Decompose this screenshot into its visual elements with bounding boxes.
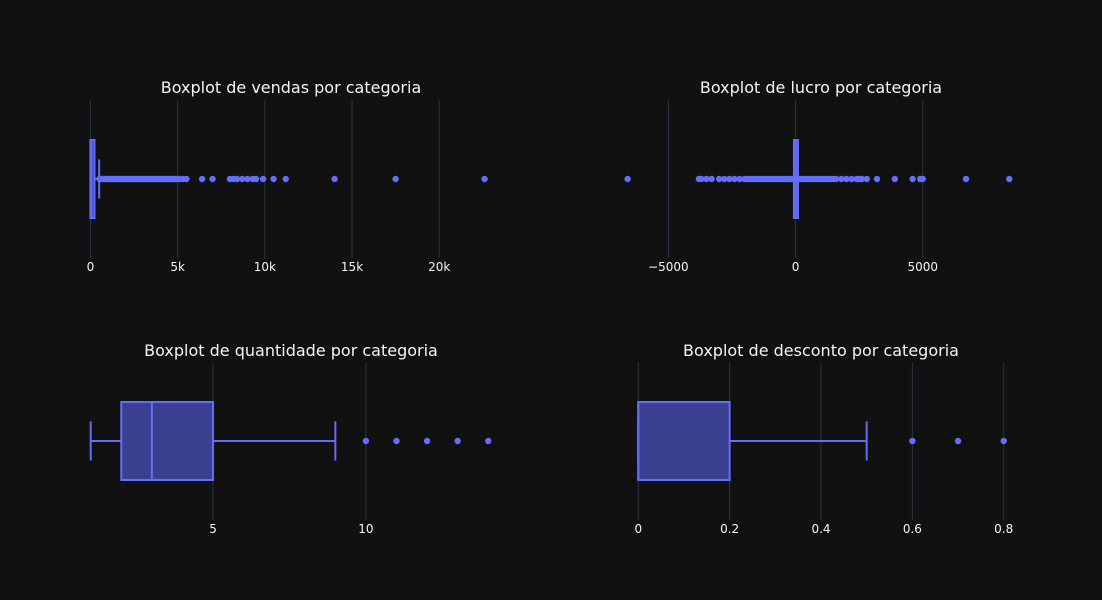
x-tick-label: −5000 xyxy=(648,260,689,274)
outlier-point xyxy=(731,175,738,183)
x-tick-label: 0 xyxy=(792,260,800,274)
outlier-point xyxy=(454,437,461,445)
outlier-point xyxy=(954,437,962,445)
outlier-point xyxy=(962,175,970,183)
outlier-point xyxy=(392,175,399,183)
subplot-title: Boxplot de lucro por categoria xyxy=(700,78,942,97)
outlier-point xyxy=(919,175,926,183)
outlier-point xyxy=(252,175,260,183)
outlier-point xyxy=(331,175,338,183)
subplot-title: Boxplot de quantidade por categoria xyxy=(144,341,438,360)
subplot-title: Boxplot de vendas por categoria xyxy=(161,78,422,97)
outlier-point xyxy=(708,175,715,183)
x-tick-label: 0 xyxy=(87,260,95,274)
outlier-point xyxy=(244,175,251,183)
outlier-point xyxy=(909,437,916,445)
subplot-2: −5000 0 5000 Boxplot de lucro por categoria xyxy=(624,78,1013,274)
x-tick-label: 5000 xyxy=(907,260,938,274)
x-tick-label: 0.6 xyxy=(903,522,922,536)
outlier-point xyxy=(703,175,710,183)
outlier-point xyxy=(833,175,840,183)
outlier-point xyxy=(183,175,190,183)
subplot-4: 0 0.2 0.4 0.6 0.8 Boxplot de desconto por cat… xyxy=(634,341,1013,536)
iqr-box xyxy=(637,401,731,481)
x-tick-label: 5k xyxy=(170,260,185,274)
outlier-point xyxy=(423,437,431,445)
outlier-point xyxy=(393,437,400,445)
outlier-point xyxy=(1006,175,1013,183)
outlier-point xyxy=(485,437,492,445)
outlier-point xyxy=(282,175,289,183)
outlier-point xyxy=(843,175,850,183)
iqr-box xyxy=(120,401,215,481)
outlier-point xyxy=(698,175,705,183)
x-tick-label: 5 xyxy=(209,522,217,536)
outlier-point xyxy=(863,175,870,183)
subplot-title: Boxplot de desconto por categoria xyxy=(683,341,959,360)
outlier-point xyxy=(873,175,881,183)
outlier-point xyxy=(233,175,241,183)
outlier-point xyxy=(624,175,631,183)
outlier-point xyxy=(716,175,723,183)
outlier-point xyxy=(726,175,733,183)
x-tick-label: 10k xyxy=(254,260,276,274)
outlier-point xyxy=(891,175,898,183)
outlier-point xyxy=(209,175,216,183)
x-tick-label: 10 xyxy=(358,522,373,536)
x-tick-label: 15k xyxy=(341,260,363,274)
subplot-3: 5 10 Boxplot de quantidade por categoria xyxy=(89,341,492,536)
outlier-point xyxy=(238,175,246,183)
outlier-point xyxy=(909,175,916,183)
outlier-point xyxy=(848,175,855,183)
outlier-point xyxy=(789,175,797,183)
outlier-point xyxy=(1000,437,1007,445)
outlier-point xyxy=(721,175,728,183)
outlier-point xyxy=(198,175,206,183)
outlier-point xyxy=(736,175,743,183)
x-tick-label: 0 xyxy=(634,522,642,536)
outlier-point xyxy=(259,175,267,183)
outlier-point xyxy=(362,437,370,445)
outlier-point xyxy=(838,175,845,183)
outlier-point xyxy=(481,175,488,183)
x-tick-label: 0.4 xyxy=(811,522,830,536)
x-tick-label: 20k xyxy=(428,260,450,274)
subplot-1: 0 5k 10k 15k 20k Boxplot de vendas por catego… xyxy=(87,78,488,274)
outlier-point xyxy=(270,175,277,183)
outlier-point xyxy=(858,175,865,183)
x-tick-label: 0.2 xyxy=(720,522,739,536)
x-tick-label: 0.8 xyxy=(994,522,1013,536)
